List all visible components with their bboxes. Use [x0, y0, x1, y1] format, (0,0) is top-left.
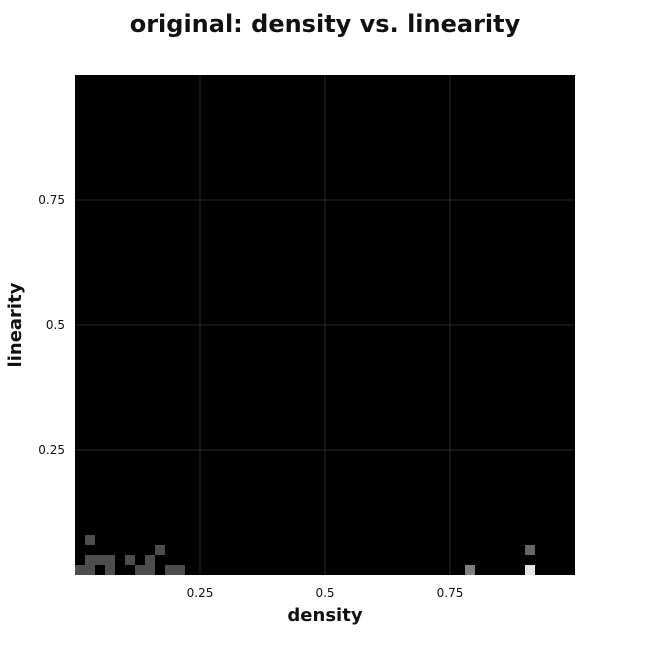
chart-title: original: density vs. linearity — [129, 10, 521, 38]
y-tick-label: 0.25 — [38, 443, 65, 457]
heatmap-cells — [75, 535, 535, 575]
y-tick-labels: 0.25 0.5 0.75 — [38, 193, 65, 457]
x-tick-labels: 0.25 0.5 0.75 — [187, 586, 464, 600]
heatmap-cell — [155, 545, 165, 555]
y-tick-label: 0.5 — [46, 318, 65, 332]
heatmap-cell — [85, 535, 95, 545]
heatmap-cell — [135, 565, 145, 575]
heatmap-cell — [125, 555, 135, 565]
y-tick-label: 0.75 — [38, 193, 65, 207]
x-tick-label: 0.75 — [437, 586, 464, 600]
heatmap-cell — [165, 565, 175, 575]
heatmap-cell — [525, 545, 535, 555]
x-tick-label: 0.5 — [315, 586, 334, 600]
heatmap-cell — [85, 565, 95, 575]
heatmap-cell — [105, 555, 115, 565]
heatmap-cell — [145, 555, 155, 565]
heatmap-cell — [75, 565, 85, 575]
heatmap-cell — [145, 565, 155, 575]
heatmap-cell — [105, 565, 115, 575]
x-axis-label: density — [287, 605, 362, 626]
heatmap-cell — [525, 565, 535, 575]
y-axis-label: linearity — [5, 282, 26, 367]
heatmap-cell — [175, 565, 185, 575]
heatmap-cell — [95, 555, 105, 565]
grid-lines — [75, 75, 575, 575]
heatmap-cell — [85, 555, 95, 565]
heatmap-cell — [465, 565, 475, 575]
x-tick-label: 0.25 — [187, 586, 214, 600]
